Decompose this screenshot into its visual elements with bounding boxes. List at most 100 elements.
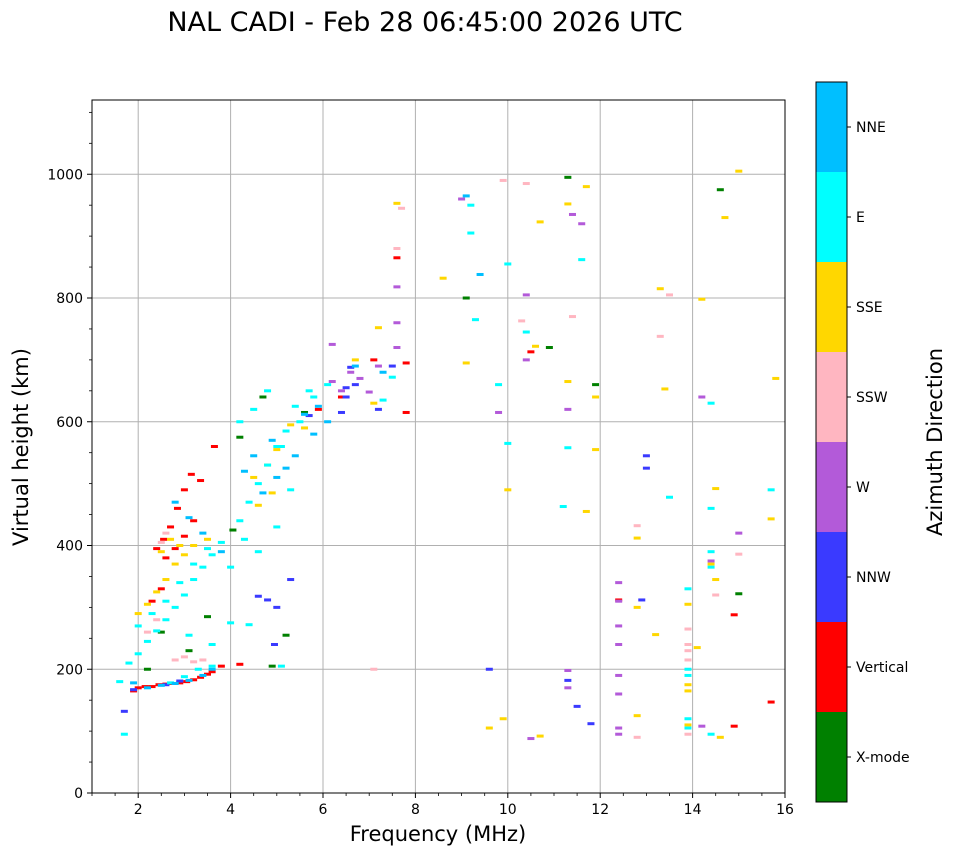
data-point-vertical xyxy=(767,700,775,704)
data-point-sse xyxy=(273,448,281,452)
data-point-nnw xyxy=(264,598,272,602)
x-tick-label: 14 xyxy=(684,802,702,818)
data-point-nne xyxy=(268,438,276,442)
data-point-x-mode xyxy=(564,175,572,179)
data-point-e xyxy=(217,540,225,544)
data-point-sse xyxy=(693,646,701,650)
data-point-sse xyxy=(684,723,692,727)
data-point-vertical xyxy=(190,519,198,523)
data-point-sse xyxy=(393,201,401,205)
colorbar-label: NNE xyxy=(856,120,886,136)
colorbar-label: NNW xyxy=(856,570,891,586)
data-point-vertical xyxy=(393,256,401,260)
data-point-e xyxy=(264,389,272,393)
data-point-x-mode xyxy=(259,395,267,399)
data-point-w xyxy=(615,581,623,585)
data-point-nne xyxy=(157,683,165,687)
data-point-nnw xyxy=(642,466,650,470)
data-point-ssw xyxy=(684,658,692,662)
data-point-x-mode xyxy=(592,383,600,387)
data-point-e xyxy=(522,330,530,334)
data-point-nnw xyxy=(305,414,313,418)
data-point-e xyxy=(240,537,248,541)
colorbar-segment xyxy=(816,352,847,442)
data-point-e xyxy=(227,621,235,625)
colorbar-segment xyxy=(816,532,847,622)
x-axis-ticks: 2 4 6 8 10 12 14 16 xyxy=(91,793,794,818)
data-point-sse xyxy=(661,387,669,391)
data-point-e xyxy=(282,429,290,433)
data-point-vertical xyxy=(402,410,410,414)
data-point-e xyxy=(684,717,692,721)
data-point-e xyxy=(162,618,170,622)
data-point-w xyxy=(522,293,530,297)
data-point-sse xyxy=(370,401,378,405)
data-point-sse xyxy=(532,344,540,348)
data-point-w xyxy=(578,222,586,226)
data-point-vertical xyxy=(527,350,535,354)
data-point-sse xyxy=(162,578,170,582)
data-point-e xyxy=(467,231,475,235)
data-point-nnw xyxy=(351,383,359,387)
data-point-x-mode xyxy=(301,410,309,414)
data-point-sse xyxy=(656,287,664,291)
data-point-e xyxy=(273,525,281,529)
colorbar-label: SSW xyxy=(856,390,888,406)
data-point-e xyxy=(684,587,692,591)
colorbar-segment xyxy=(816,712,847,802)
data-point-ssw xyxy=(666,293,673,297)
data-point-ssw xyxy=(684,732,692,736)
data-point-e xyxy=(148,612,156,616)
data-point-nne xyxy=(259,491,267,495)
data-point-w xyxy=(615,726,623,730)
data-point-sse xyxy=(536,220,544,224)
data-point-e xyxy=(176,581,184,585)
data-point-e xyxy=(388,375,396,379)
data-point-sse xyxy=(564,380,572,384)
data-point-vertical xyxy=(134,686,142,690)
data-point-e xyxy=(277,445,285,448)
data-point-e xyxy=(143,639,151,643)
data-point-nne xyxy=(291,454,299,458)
data-point-vertical xyxy=(190,678,198,682)
colorbar-label: E xyxy=(856,210,865,226)
data-point-e xyxy=(250,407,258,411)
data-point-vertical xyxy=(148,685,156,689)
data-point-ssw xyxy=(370,667,378,671)
data-point-nnw xyxy=(130,688,138,692)
data-point-e xyxy=(134,652,142,656)
data-point-e xyxy=(379,398,387,402)
data-point-vertical xyxy=(167,525,175,529)
data-point-nne xyxy=(301,412,309,416)
data-point-nnw xyxy=(342,395,350,399)
data-point-nnw xyxy=(485,667,493,671)
data-point-w xyxy=(615,643,623,646)
data-point-x-mode xyxy=(143,667,151,671)
data-point-w xyxy=(615,599,623,603)
data-point-vertical xyxy=(176,681,184,685)
data-point-ssw xyxy=(656,334,664,338)
x-tick-label: 8 xyxy=(411,802,420,818)
data-point-nne xyxy=(273,475,281,479)
colorbar-segment xyxy=(816,172,847,262)
x-tick-label: 6 xyxy=(319,802,328,818)
data-point-vertical xyxy=(730,613,738,617)
data-point-sse xyxy=(250,475,258,479)
data-point-e xyxy=(171,605,179,609)
data-point-vertical xyxy=(180,488,188,492)
x-axis-label: Frequency (MHz) xyxy=(350,822,526,846)
data-point-vertical xyxy=(153,547,161,551)
data-point-sse xyxy=(652,633,660,637)
data-point-vertical xyxy=(402,361,410,365)
data-point-sse xyxy=(268,491,276,495)
data-point-e xyxy=(324,383,332,387)
data-point-ssw xyxy=(684,649,692,653)
data-point-sse xyxy=(712,578,720,582)
colorbar-frame xyxy=(815,81,848,803)
data-point-e xyxy=(559,505,567,509)
data-point-sse xyxy=(254,503,262,507)
data-point-sse xyxy=(767,517,775,521)
grid-lines xyxy=(92,100,786,794)
data-point-w xyxy=(347,370,355,374)
